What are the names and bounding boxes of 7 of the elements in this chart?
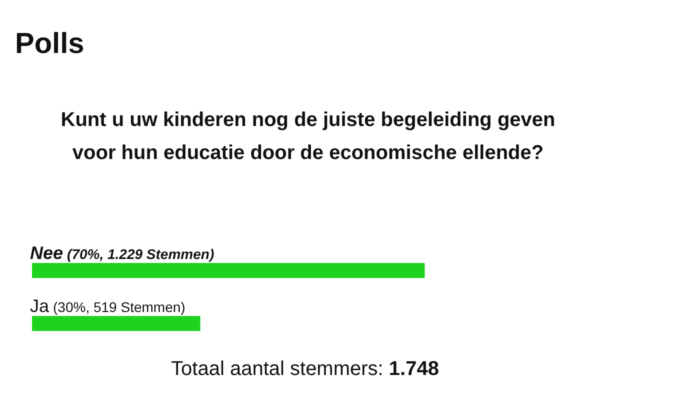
text: Totaal aantal stemmers: 1.748 [170,358,440,381]
data-label: (70%, 1.229 Stemmen) [67,246,214,262]
chart-title: Polls [15,28,84,61]
data-label: (30%, 519 Stemmen) [53,299,186,315]
chart-subtitle: Kunt u uw kinderen nog de juiste begeleiding geven voor hun educatie door de economische ellende? [60,108,556,166]
y-tick-label: Ja [30,296,50,316]
y-tick-label: Nee [30,243,64,263]
